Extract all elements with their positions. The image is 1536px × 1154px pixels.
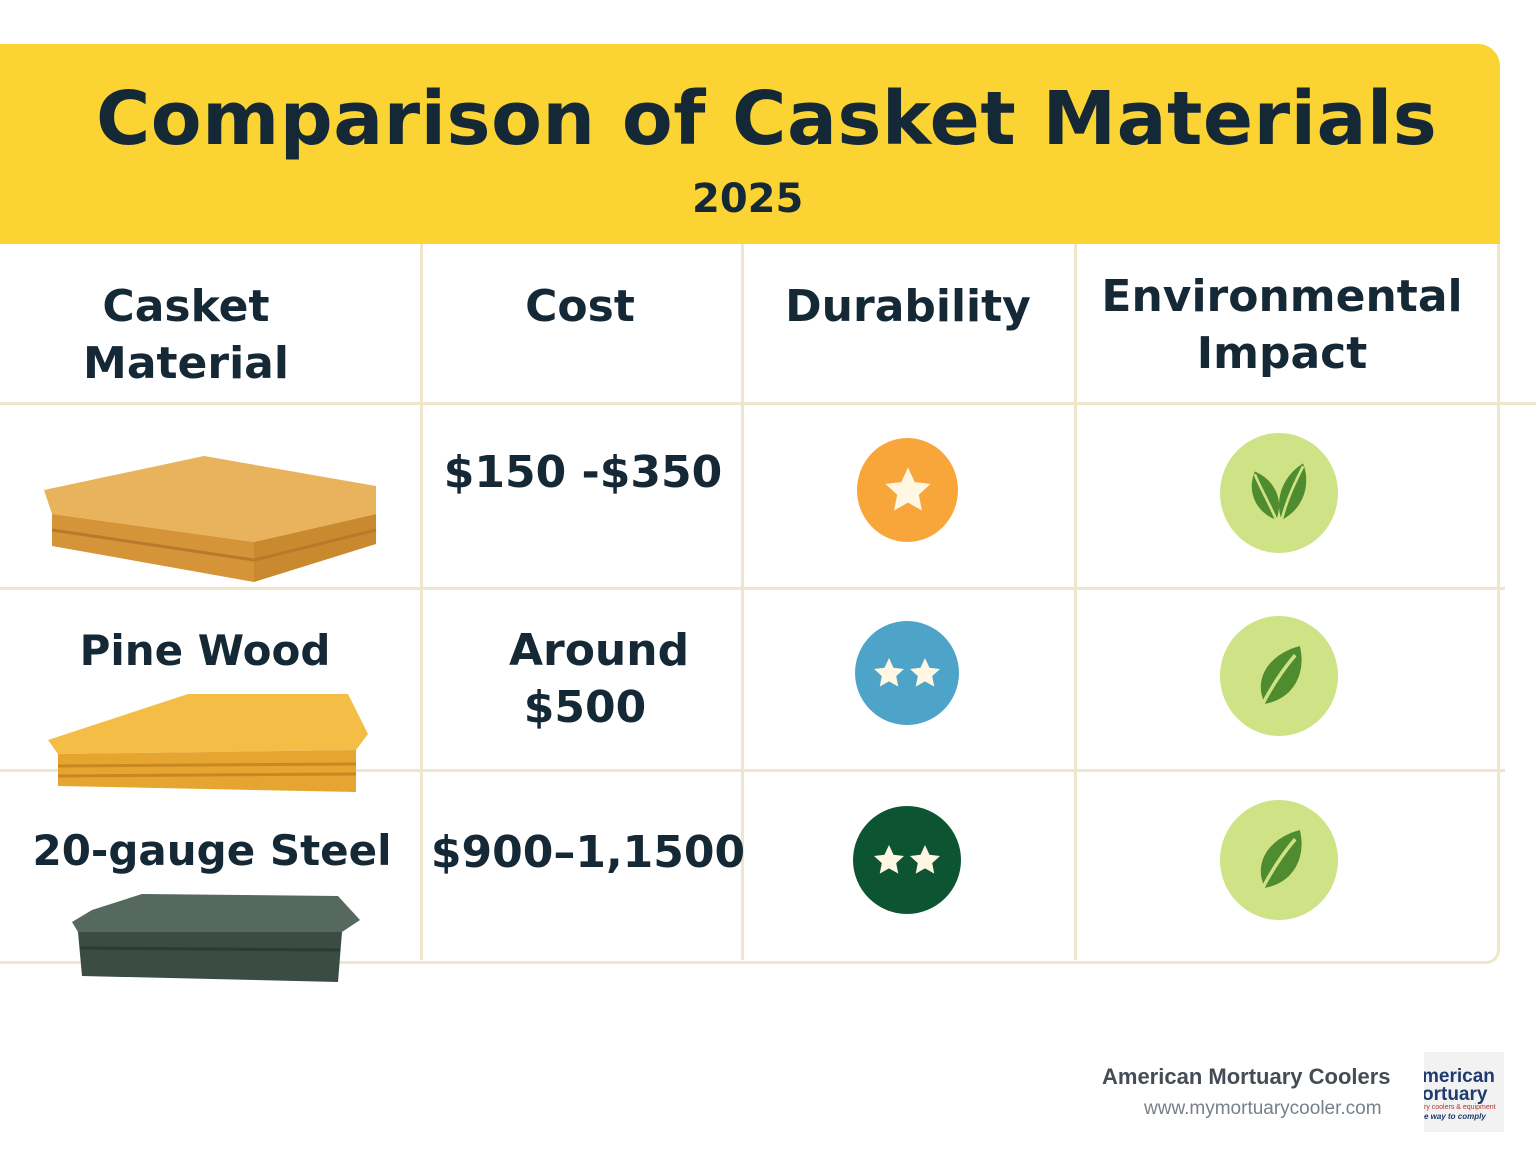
company-url[interactable]: www.mymortuarycooler.com	[1144, 1098, 1382, 1119]
casket-image-box	[44, 456, 377, 582]
header-environmental-line2: Impact	[1196, 328, 1368, 380]
double-leaf-icon	[1251, 463, 1307, 521]
company-name: American Mortuary Coolers	[1102, 1064, 1391, 1089]
material-row-2: Pine Wood	[79, 626, 331, 675]
star-icon	[874, 845, 904, 874]
cost-row-2-line1: Around	[508, 625, 690, 676]
page-title: Comparison of Casket Materials	[96, 76, 1438, 162]
row-divider	[0, 769, 1505, 772]
cost-row-2: Around $500	[509, 622, 689, 736]
environmental-badge-3	[1220, 800, 1338, 920]
column-divider	[741, 244, 744, 960]
header-cost: Cost	[525, 281, 635, 332]
leaf-icon	[1258, 829, 1302, 894]
durability-badge-1-star	[857, 438, 958, 542]
logo-text-line4: e way to comply	[1424, 1112, 1486, 1121]
page-subtitle: 2025	[692, 176, 804, 222]
star-icon	[910, 658, 940, 687]
grid-tick	[1518, 402, 1536, 405]
header-durability: Durability	[785, 281, 1031, 332]
durability-badge-3-stars	[853, 806, 961, 914]
star-icon	[874, 658, 904, 687]
environmental-badge-2	[1220, 616, 1338, 736]
star-icon	[885, 467, 930, 511]
company-logo: merican ortuary ry coolers & equipment e…	[1424, 1052, 1504, 1132]
logo-text-line1: merican	[1424, 1066, 1495, 1087]
comparison-table: Casket Material Cost Durability Environm…	[0, 244, 1518, 982]
cost-row-1: $150 -$350	[443, 447, 723, 498]
logo-text-line3: ry coolers & equipment	[1424, 1104, 1496, 1111]
header-environmental-line1: Environmental	[1101, 271, 1463, 322]
column-divider	[1074, 244, 1077, 960]
row-divider	[0, 402, 1518, 405]
durability-badge-2-stars	[855, 621, 959, 725]
header-casket-material-line2: Material	[83, 338, 289, 390]
title-banner	[0, 44, 1500, 244]
header-environmental-impact: Environmental Impact	[1101, 268, 1462, 382]
cost-row-3: $900–1,1500	[430, 827, 746, 878]
row-divider	[0, 587, 1505, 590]
material-row-3: 20-gauge Steel	[32, 826, 392, 875]
star-icon	[910, 845, 940, 874]
casket-image-pine	[48, 694, 368, 792]
casket-image-steel	[72, 894, 360, 982]
header-casket-material: Casket Material	[83, 278, 289, 392]
logo-text-line2: ortuary	[1424, 1084, 1488, 1105]
cost-row-2-line2: $500	[523, 682, 647, 734]
column-divider	[420, 244, 423, 960]
header-casket-material-line1: Casket	[102, 281, 270, 332]
environmental-badge-1	[1220, 433, 1338, 553]
leaf-icon	[1258, 645, 1302, 710]
